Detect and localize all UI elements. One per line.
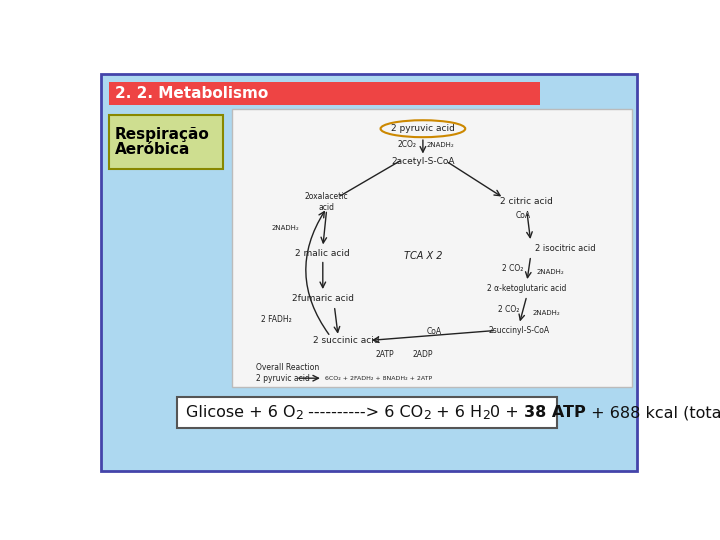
Text: 2: 2 [423, 409, 431, 422]
Text: 2 pyruvic acid: 2 pyruvic acid [391, 124, 455, 133]
Text: 2 succinic acid: 2 succinic acid [312, 336, 379, 345]
Text: Overall Reaction: Overall Reaction [256, 363, 319, 372]
Text: 0 +: 0 + [490, 406, 524, 420]
Text: Glicose + 6 O: Glicose + 6 O [186, 406, 295, 420]
Text: Respiração: Respiração [115, 126, 210, 141]
Text: + 6 H: + 6 H [431, 406, 482, 420]
Text: CoA: CoA [516, 211, 531, 220]
FancyBboxPatch shape [101, 74, 637, 471]
FancyBboxPatch shape [232, 110, 632, 387]
Text: 2 CO₂: 2 CO₂ [498, 305, 519, 314]
Text: 2succinyl-S-CoA: 2succinyl-S-CoA [489, 326, 549, 335]
Text: 2ADP: 2ADP [413, 350, 433, 359]
Text: 2: 2 [482, 409, 490, 422]
Text: 2 FADH₂: 2 FADH₂ [261, 315, 292, 324]
Text: 2 α-ketoglutaric acid: 2 α-ketoglutaric acid [487, 284, 567, 293]
Text: Aeróbica: Aeróbica [115, 142, 190, 157]
Text: 2. 2. Metabolismo: 2. 2. Metabolismo [115, 86, 268, 101]
Text: 2 citric acid: 2 citric acid [500, 197, 553, 206]
Text: 2acetyl-S-CoA: 2acetyl-S-CoA [391, 157, 454, 166]
Text: 2NADH₂: 2NADH₂ [427, 142, 454, 148]
FancyBboxPatch shape [109, 82, 540, 105]
Text: ----------> 6 CO: ----------> 6 CO [303, 406, 423, 420]
Text: 2 isocitric acid: 2 isocitric acid [534, 244, 595, 253]
Text: 2oxalacetic
acid: 2oxalacetic acid [305, 192, 348, 212]
Text: CoA: CoA [427, 327, 442, 336]
Text: 2: 2 [295, 409, 303, 422]
Text: 2NADH₂: 2NADH₂ [537, 269, 564, 275]
Text: 2CO₂: 2CO₂ [397, 140, 417, 150]
FancyBboxPatch shape [176, 397, 557, 428]
Text: + 688 kcal (total): + 688 kcal (total) [586, 406, 720, 420]
Text: 2NADH₂: 2NADH₂ [533, 310, 561, 316]
Text: 38 ATP: 38 ATP [524, 406, 586, 420]
Text: 2ATP: 2ATP [375, 350, 394, 359]
FancyBboxPatch shape [109, 115, 222, 168]
Text: 2 CO₂: 2 CO₂ [502, 264, 523, 273]
Text: 2 malic acid: 2 malic acid [295, 249, 350, 258]
Text: TCA X 2: TCA X 2 [404, 251, 442, 261]
Text: 6CO₂ + 2FADH₂ + 8NADH₂ + 2ATP: 6CO₂ + 2FADH₂ + 8NADH₂ + 2ATP [325, 376, 432, 381]
Text: 2fumaric acid: 2fumaric acid [292, 294, 354, 302]
Text: 2 pyruvic acid: 2 pyruvic acid [256, 374, 310, 383]
Text: 2NADH₂: 2NADH₂ [272, 225, 300, 231]
